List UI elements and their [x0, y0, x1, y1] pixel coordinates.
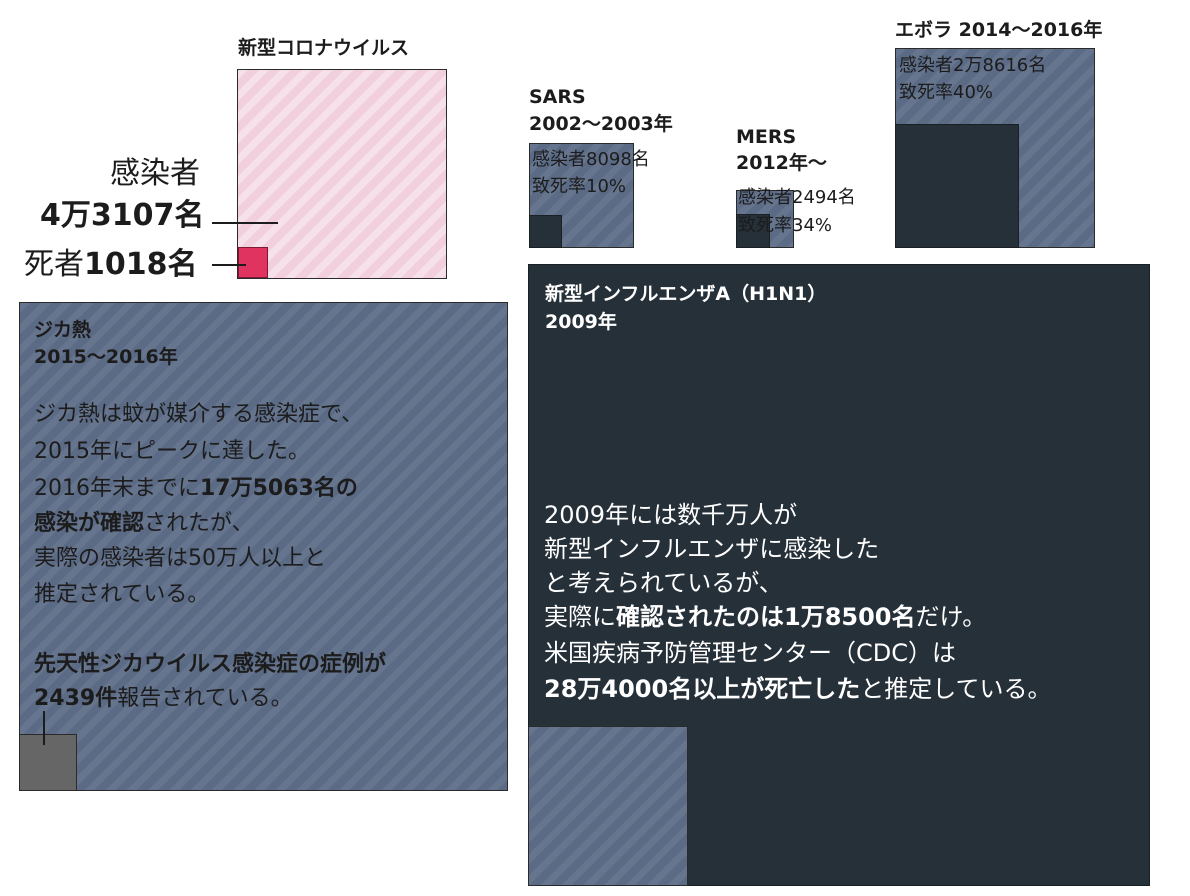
- mers-fatality: 致死率34%: [738, 215, 833, 236]
- h1n1-title-line1: 新型インフルエンザA（H1N1）: [545, 283, 827, 305]
- zika-text-line7: 先天性ジカウイルス感染症の症例が: [34, 652, 387, 677]
- ebola-fatality: 致死率40%: [899, 82, 994, 103]
- zika-text-line8a: 2439件: [34, 686, 118, 711]
- zika-text-line3a: 2016年末までに: [34, 476, 200, 501]
- h1n1-text-line1: 2009年には数千万人が: [544, 501, 798, 529]
- zika-text-line4b: されたが、: [144, 511, 254, 536]
- h1n1-text-line6: 28万4000名以上が死亡したと推定している。: [544, 671, 1051, 707]
- h1n1-text-line5: 米国疾病予防管理センター（CDC）は: [544, 639, 956, 667]
- mers-title-line1: MERS: [736, 126, 797, 148]
- zika-text-line8: 2439件報告されている。: [34, 683, 293, 714]
- zika-infected-square: [19, 302, 508, 791]
- h1n1-text-line6a: 28万4000名以上が死亡した: [544, 675, 861, 703]
- zika-title-line2: 2015〜2016年: [34, 346, 178, 368]
- covid-deaths-label: 死者1018名: [24, 245, 198, 285]
- mers-infected: 感染者2494名: [738, 187, 856, 208]
- h1n1-text-line3: と考えられているが、: [544, 569, 783, 597]
- zika-text-line2: 2015年にピークに達した。: [34, 439, 310, 464]
- covid-infected-count: 4万3107名: [40, 198, 205, 233]
- zika-text-line8b: 報告されている。: [117, 686, 293, 711]
- h1n1-text-line4: 実際に確認されたのは1万8500名だけ。: [544, 599, 986, 635]
- sars-fatality: 致死率10%: [532, 176, 627, 197]
- mers-deaths-square: [736, 214, 770, 248]
- ebola-title: エボラ 2014〜2016年: [895, 19, 1103, 41]
- covid-deaths-count: 1018名: [84, 247, 198, 282]
- h1n1-text-line2: 新型インフルエンザに感染した: [544, 535, 880, 563]
- sars-title-line1: SARS: [529, 86, 586, 108]
- h1n1-text-line6b: と推定している。: [860, 675, 1052, 703]
- h1n1-text-line4b: 確認されたのは1万8500名: [616, 603, 916, 631]
- mers-title-line2: 2012年〜: [736, 152, 827, 174]
- covid-deaths-leader: [212, 264, 246, 266]
- covid-deaths-square: [238, 247, 268, 278]
- zika-text-line6: 推定されている。: [34, 582, 210, 607]
- h1n1-text-line4c: だけ。: [915, 603, 987, 631]
- h1n1-confirmed-square: [528, 726, 688, 886]
- covid-deaths-prefix: 死者: [24, 247, 84, 282]
- sars-title-line2: 2002〜2003年: [529, 113, 673, 135]
- zika-text-line1: ジカ熱は蚊が媒介する感染症で、: [34, 402, 364, 427]
- covid-title: 新型コロナウイルス: [238, 37, 410, 59]
- zika-text-line3b: 17万5063名の: [200, 476, 358, 501]
- zika-title-line1: ジカ熱: [34, 319, 92, 341]
- zika-cases-leader: [43, 711, 45, 745]
- zika-text-line4a: 感染が確認: [34, 511, 145, 536]
- covid-infected-leader: [212, 222, 278, 224]
- ebola-deaths-square: [895, 124, 1019, 248]
- zika-text-line4: 感染が確認されたが、: [34, 508, 254, 539]
- h1n1-title-line2: 2009年: [545, 311, 617, 333]
- zika-cases-square: [19, 734, 77, 791]
- covid-infected-label: 感染者: [110, 156, 200, 191]
- ebola-infected: 感染者2万8616名: [899, 55, 1047, 76]
- zika-text-line5: 実際の感染者は50万人以上と: [34, 546, 326, 571]
- zika-text-line3: 2016年末までに17万5063名の: [34, 473, 358, 504]
- covid-infected-square: [237, 69, 447, 279]
- sars-deaths-square: [529, 215, 562, 248]
- sars-infected: 感染者8098名: [532, 149, 650, 170]
- h1n1-text-line4a: 実際に: [544, 603, 616, 631]
